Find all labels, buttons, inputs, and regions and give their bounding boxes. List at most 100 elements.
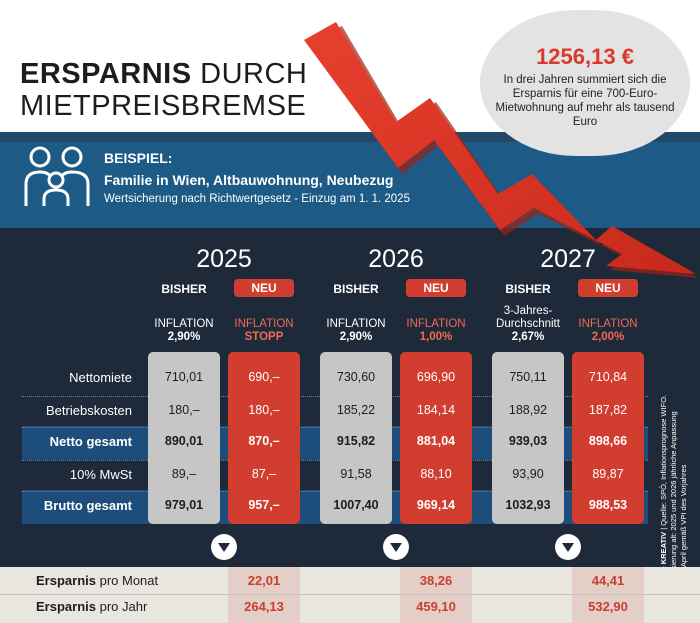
bisher-label: BISHER [505, 282, 551, 296]
savings-column [228, 567, 300, 623]
svg-text:Krone KREATIV | Quelle: SPÖ, I: Krone KREATIV | Quelle: SPÖ, Inflationsp… [659, 395, 668, 588]
chevron-down-icon [562, 543, 574, 552]
svg-text:per 1. April gemäß VPI des Vor: per 1. April gemäß VPI des Vorjahres [679, 464, 688, 588]
savings-value: 44,41 [591, 573, 625, 588]
table-cell: 915,82 [336, 434, 376, 448]
savings-label-bold: Ersparnis [36, 573, 96, 588]
neu-column [228, 352, 300, 524]
row-label: Brutto gesamt [43, 498, 132, 513]
bisher-column [320, 352, 392, 524]
row-label: Betriebskosten [46, 403, 132, 418]
bisher-label: BISHER [161, 282, 207, 296]
source-text: | Quelle: SPÖ, Inflationsprognose WIFO. [659, 395, 668, 532]
bisher-column [492, 352, 564, 524]
neu-badge: NEU [234, 279, 294, 297]
table-cell: 979,01 [164, 498, 204, 512]
row-label: Netto gesamt [49, 434, 132, 449]
savings-value: 264,13 [244, 599, 284, 614]
table-cell: 89,87 [592, 467, 624, 481]
table-cell: 184,14 [416, 403, 456, 417]
table-cell: 939,03 [508, 434, 548, 448]
bisher-inflation-value: 2,67% [511, 331, 545, 343]
table-cell: 898,66 [588, 434, 628, 448]
table-cell: 1007,40 [333, 498, 379, 512]
table-cell: 180,– [248, 403, 280, 417]
table-cell: 690,– [248, 370, 280, 384]
neu-inflation-value: 1,00% [419, 331, 453, 343]
table-cell: 93,90 [512, 467, 544, 481]
neu-column [400, 352, 472, 524]
table-cell: 890,01 [164, 434, 204, 448]
svg-text:Valorisierung alt: 2025 und 20: Valorisierung alt: 2025 und 2026 jährlic… [669, 411, 678, 588]
row-label: 10% MwSt [69, 467, 132, 482]
table-cell: 710,01 [164, 370, 204, 384]
savings-column [400, 567, 472, 623]
savings-separator [0, 594, 700, 595]
savings-value: 532,90 [588, 599, 628, 614]
savings-value: 22,01 [247, 573, 281, 588]
table-cell: 881,04 [416, 434, 456, 448]
table-cell: 969,14 [416, 498, 456, 512]
row-label: Nettomiete [69, 370, 132, 385]
bisher-inflation-value: 2,90% [167, 331, 201, 343]
savings-bubble [480, 10, 690, 156]
source-text-line2: Valorisierung alt: 2025 und 2026 jährlic… [669, 411, 678, 588]
neu-column [572, 352, 644, 524]
source-text-line3: per 1. April gemäß VPI des Vorjahres [679, 464, 688, 588]
chevron-down-icon [390, 543, 402, 552]
table-cell: 957,– [248, 498, 280, 512]
neu-inflation: INFLATION 1,00% [394, 318, 478, 344]
table-cell: 696,90 [416, 370, 456, 384]
savings-label-bold: Ersparnis [36, 599, 96, 614]
example-band-stripe [0, 132, 700, 142]
example-line2: Wertsicherung nach Richtwertgesetz - Ein… [104, 193, 410, 205]
table-cell: 1032,93 [505, 498, 551, 512]
savings-value: 38,26 [419, 573, 453, 588]
table-cell: 185,22 [336, 403, 376, 417]
table-cell: 188,92 [508, 403, 548, 417]
table-cell: 750,11 [509, 370, 547, 384]
source-note: Krone KREATIV | Quelle: SPÖ, Inflationsp… [659, 395, 688, 588]
table-cell: 180,– [168, 403, 200, 417]
table-cell: 89,– [171, 467, 197, 481]
bisher-inflation: 3-Jahres- Durchschnitt 2,67% [486, 305, 570, 344]
neu-badge: NEU [406, 279, 466, 297]
family-icon [24, 146, 90, 206]
year-label: 2025 [196, 245, 252, 273]
savings-label: Ersparnis pro Monat [36, 573, 159, 588]
table-cell: 88,10 [420, 467, 452, 481]
table-cell: 710,84 [588, 370, 628, 384]
bisher-inflation: INFLATION 2,90% [314, 318, 398, 344]
savings-label: Ersparnis pro Jahr [36, 599, 148, 614]
example-line1: Familie in Wien, Altbauwohnung, Neubezug [104, 172, 394, 188]
savings-note: In drei Jahren summiert sich die Ersparn… [495, 74, 675, 128]
savings-total: 1256,13 € [536, 44, 634, 69]
savings-column [572, 567, 644, 623]
savings-value: 459,10 [416, 599, 456, 614]
year-label: 2027 [540, 245, 596, 273]
bisher-inflation-value: 2,90% [339, 331, 373, 343]
neu-inflation: INFLATION STOPP [222, 318, 306, 344]
neu-inflation-value: STOPP [244, 331, 284, 343]
neu-inflation: INFLATION 2,00% [566, 318, 650, 344]
table-cell: 187,82 [588, 403, 628, 417]
bisher-inflation: INFLATION 2,90% [142, 318, 226, 344]
table-cell: 87,– [251, 467, 277, 481]
table-cell: 870,– [248, 434, 280, 448]
table-cell: 730,60 [336, 370, 376, 384]
neu-inflation-value: 2,00% [591, 331, 625, 343]
table-cell: 988,53 [588, 498, 628, 512]
expand-button[interactable] [383, 534, 409, 560]
source-bold: Krone KREATIV [659, 532, 668, 588]
table-cell: 91,58 [340, 467, 372, 481]
trend-arrow-icon [304, 22, 698, 278]
chevron-down-icon [218, 543, 230, 552]
bisher-column [148, 352, 220, 524]
neu-badge: NEU [578, 279, 638, 297]
year-label: 2026 [368, 245, 424, 273]
page-title-line2: MIETPREISBREMSE [20, 90, 307, 122]
bisher-label: BISHER [333, 282, 379, 296]
expand-button[interactable] [555, 534, 581, 560]
expand-button[interactable] [211, 534, 237, 560]
example-heading: BEISPIEL: [104, 150, 173, 166]
